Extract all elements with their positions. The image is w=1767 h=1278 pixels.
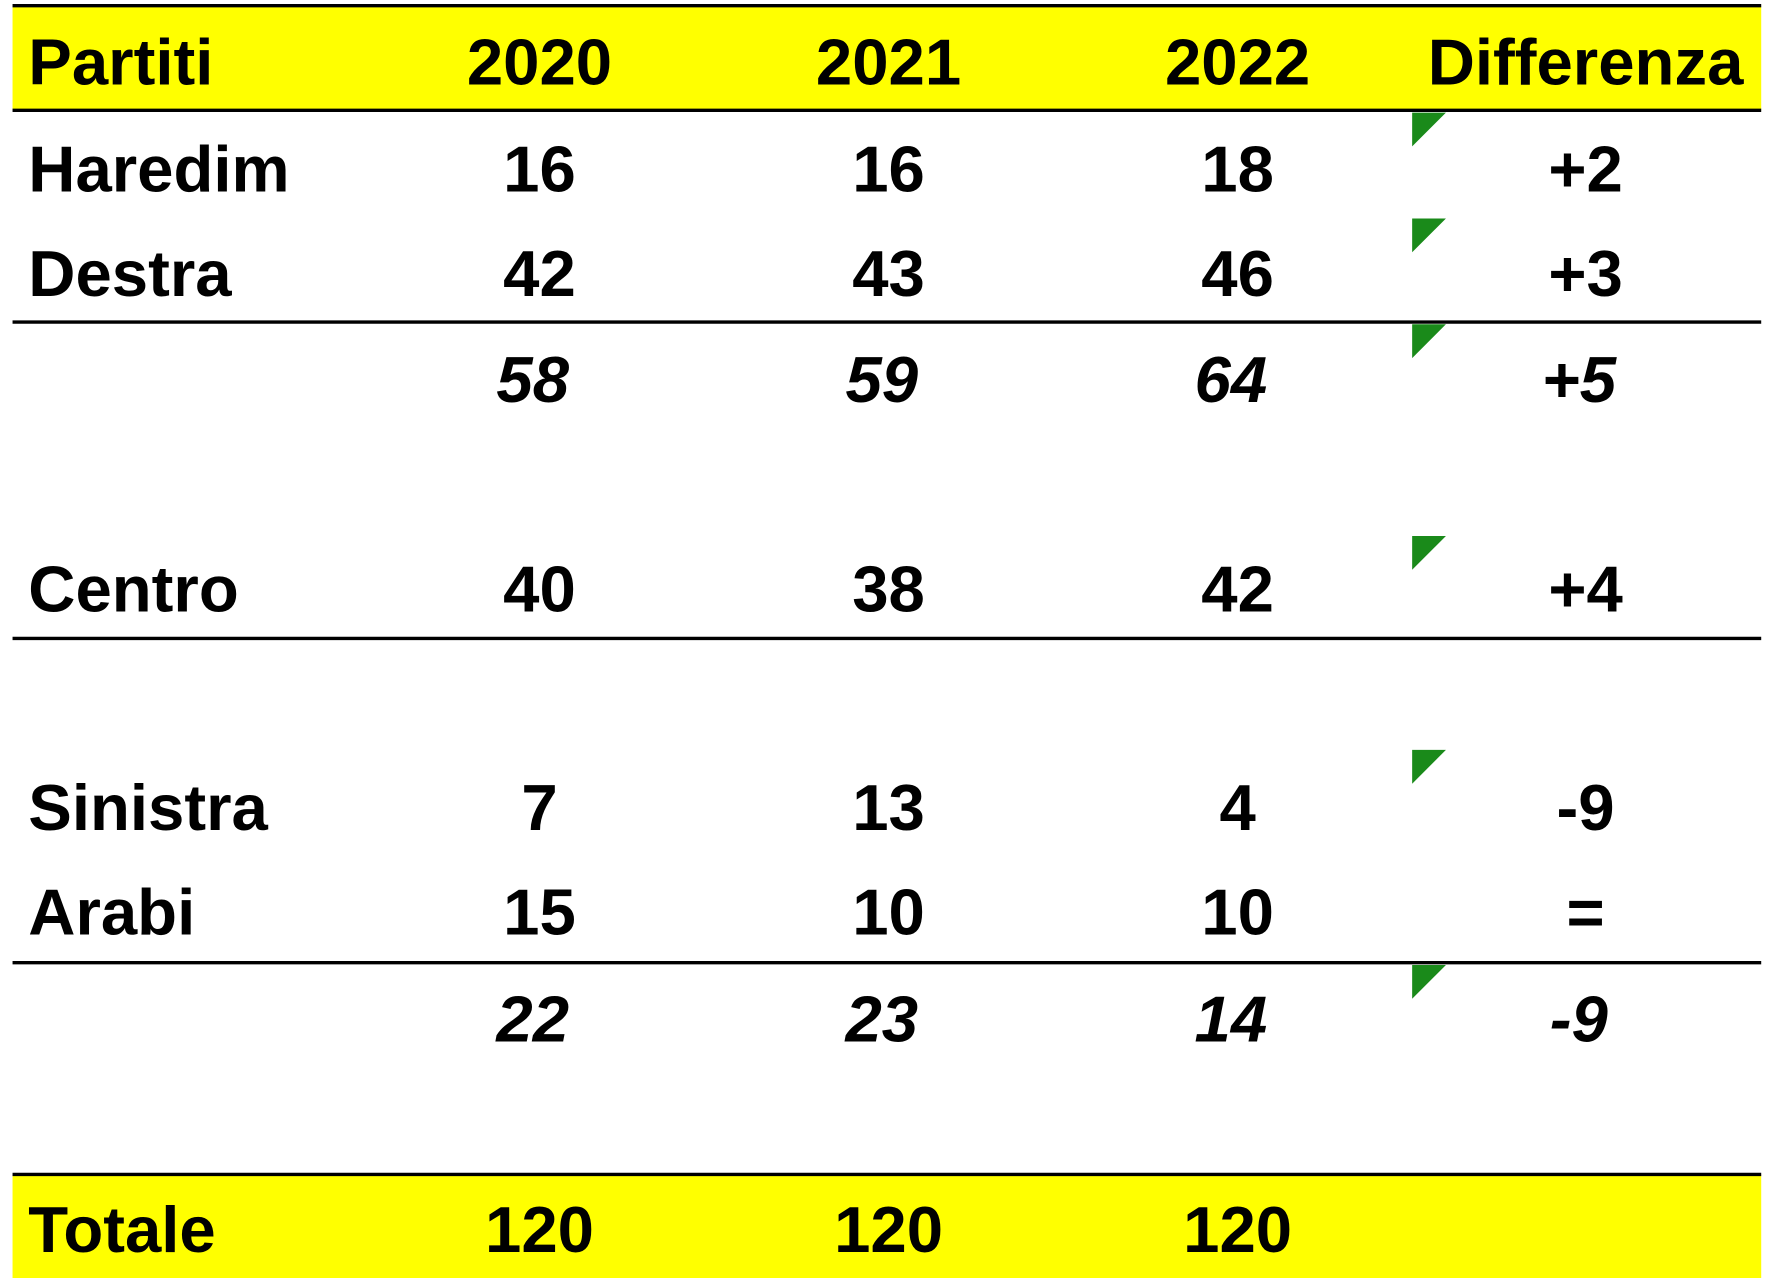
cell: 42 <box>503 237 576 310</box>
subtotal-cell: 14 <box>1195 983 1268 1056</box>
cell: 7 <box>521 771 557 844</box>
total-label: Totale <box>28 1193 215 1266</box>
cell: 42 <box>1201 552 1274 625</box>
cell: 46 <box>1201 237 1274 310</box>
cell: 16 <box>852 132 925 205</box>
cell: = <box>1566 876 1604 949</box>
header-cell: Differenza <box>1428 25 1744 98</box>
cell: 40 <box>503 552 576 625</box>
total-band <box>12 1174 1762 1278</box>
cell-flag <box>1412 964 1446 999</box>
header-cell: 2021 <box>816 25 961 98</box>
cell: 15 <box>503 876 576 949</box>
cell-flag <box>1412 218 1446 253</box>
subtotal-cell: 23 <box>843 983 918 1056</box>
cell: 16 <box>503 132 576 205</box>
cell-flag <box>1412 112 1446 147</box>
cell: -9 <box>1557 771 1615 844</box>
row-label: Sinistra <box>28 771 268 844</box>
header-cell: 2022 <box>1165 25 1310 98</box>
row-label: Arabi <box>28 876 195 949</box>
cell: +4 <box>1548 552 1622 625</box>
subtotal-cell: 59 <box>845 343 918 416</box>
row-label: Destra <box>28 237 232 310</box>
row-label: Haredim <box>28 132 289 205</box>
cell: +3 <box>1548 237 1622 310</box>
subtotal-cell: 22 <box>494 983 569 1056</box>
cell: 38 <box>852 552 925 625</box>
cell: 43 <box>852 237 925 310</box>
cell: +2 <box>1548 132 1622 205</box>
cell: 18 <box>1201 132 1274 205</box>
cell: 13 <box>852 771 925 844</box>
cell-flag <box>1412 324 1446 359</box>
header-cell: Partiti <box>28 25 213 98</box>
cell: 10 <box>1201 876 1274 949</box>
cell: 10 <box>852 876 925 949</box>
header-cell: 2020 <box>467 25 612 98</box>
subtotal-cell: -9 <box>1550 983 1609 1056</box>
cell-flag <box>1412 535 1446 570</box>
total-cell: 120 <box>1183 1193 1292 1266</box>
subtotal-cell: 58 <box>496 343 569 416</box>
total-cell: 120 <box>485 1193 594 1266</box>
header-band <box>12 5 1762 111</box>
subtotal-cell: 64 <box>1195 343 1268 416</box>
subtotal-cell: +5 <box>1542 343 1618 416</box>
cell-flag <box>1412 749 1446 784</box>
total-cell: 120 <box>834 1193 943 1266</box>
row-label: Centro <box>28 552 238 625</box>
cell: 4 <box>1219 771 1255 844</box>
